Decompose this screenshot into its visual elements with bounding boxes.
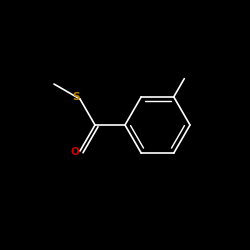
Text: O: O (70, 147, 79, 157)
Text: S: S (72, 92, 80, 102)
